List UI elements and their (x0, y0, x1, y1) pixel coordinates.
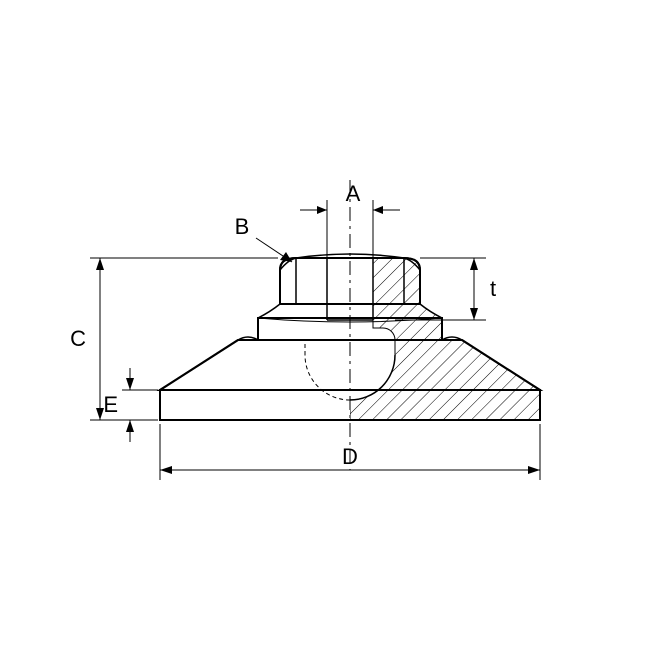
dim-B: B (235, 214, 292, 262)
label-B: B (235, 214, 250, 239)
label-D: D (342, 444, 358, 469)
label-C: C (70, 326, 86, 351)
label-t: t (490, 276, 496, 301)
label-A: A (346, 181, 361, 206)
dim-E: E (103, 368, 158, 442)
label-E: E (103, 392, 118, 417)
